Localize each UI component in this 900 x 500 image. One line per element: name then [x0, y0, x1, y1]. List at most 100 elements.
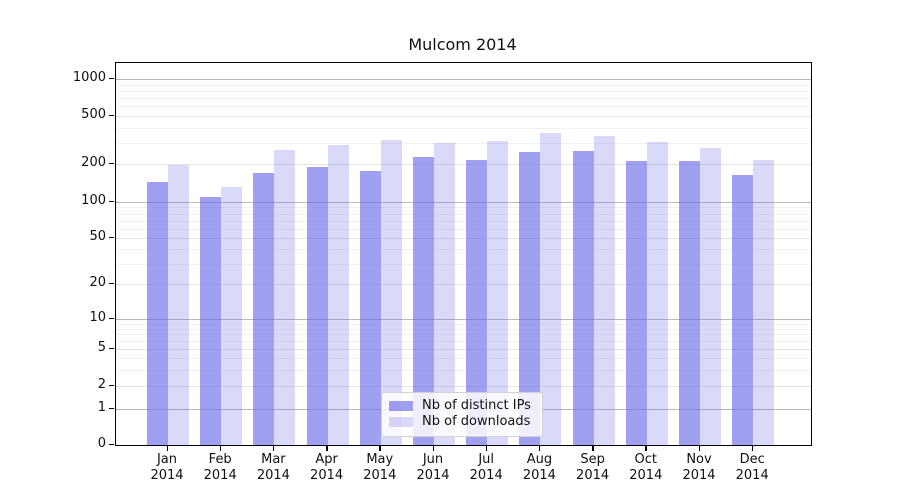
y-axis-tick [109, 114, 114, 116]
y-tick-label: 100 [81, 193, 106, 208]
grid-line-minor [116, 90, 811, 92]
grid-line [116, 116, 811, 117]
bar-distinct-ips [732, 174, 754, 445]
bar-distinct-ips [253, 172, 275, 445]
legend-swatch-distinct-ips [389, 401, 413, 411]
grid-line-minor [116, 207, 811, 209]
grid-line [116, 202, 811, 203]
x-tick-label: Jun 2014 [416, 452, 450, 483]
grid-line [116, 319, 811, 320]
grid-line-minor [116, 334, 811, 336]
grid-line [116, 164, 811, 165]
grid-line-minor [116, 341, 811, 343]
bar-distinct-ips [306, 166, 328, 445]
x-tick-label: Nov 2014 [682, 452, 716, 483]
x-axis-tick [166, 445, 168, 451]
bar-downloads [540, 132, 562, 445]
plot-area [115, 62, 812, 446]
legend-swatch-downloads [389, 417, 413, 427]
x-axis-tick [379, 445, 381, 451]
bar-distinct-ips [147, 181, 168, 445]
grid-line-minor [116, 369, 811, 371]
bar-downloads [327, 144, 349, 445]
y-axis-tick [109, 407, 114, 409]
y-tick-label: 1 [97, 400, 106, 415]
y-tick-label: 200 [81, 155, 106, 170]
x-tick-label: Apr 2014 [310, 452, 344, 483]
y-axis-tick [109, 282, 114, 284]
bar-downloads [274, 150, 296, 445]
x-axis-tick [645, 445, 647, 451]
y-axis-tick [109, 162, 114, 164]
bar-downloads [646, 141, 668, 445]
y-axis-tick [109, 384, 114, 386]
bar-distinct-ips [200, 196, 222, 445]
y-axis-tick [109, 77, 114, 79]
bar-downloads [168, 165, 189, 445]
grid-line-minor [116, 328, 811, 330]
y-axis-tick [109, 347, 114, 349]
x-tick-label: Jan 2014 [150, 452, 184, 483]
grid-line-minor [116, 98, 811, 100]
y-tick-label: 20 [89, 275, 106, 290]
x-tick-label: Dec 2014 [735, 452, 769, 483]
bar-distinct-ips [466, 160, 488, 445]
y-tick-label: 10 [89, 310, 106, 325]
grid-line-minor [116, 249, 811, 251]
y-axis-tick [109, 236, 114, 238]
x-axis-tick [592, 445, 594, 451]
x-axis-tick [698, 445, 700, 451]
bar-downloads [434, 143, 455, 445]
grid-line-minor [116, 142, 811, 144]
x-axis-tick [272, 445, 275, 451]
y-tick-label: 0 [97, 436, 106, 451]
legend-label-downloads: Nb of downloads [422, 414, 531, 429]
grid-line-minor [116, 220, 811, 222]
bar-downloads [380, 140, 402, 445]
grid-line [116, 79, 811, 80]
x-tick-label: Mar 2014 [256, 452, 290, 483]
grid-line [116, 238, 811, 239]
bar-downloads [487, 141, 509, 445]
y-tick-label: 2 [97, 377, 106, 392]
grid-line-minor [116, 323, 811, 325]
x-tick-label: Aug 2014 [522, 452, 556, 483]
bar-distinct-ips [413, 156, 434, 445]
grid-line-minor [116, 213, 811, 215]
bar-distinct-ips [519, 152, 541, 445]
x-tick-label: Feb 2014 [203, 452, 237, 483]
bar-distinct-ips [359, 171, 381, 445]
grid-line-minor [116, 84, 811, 86]
y-axis-tick [109, 443, 114, 445]
y-tick-label: 50 [89, 229, 106, 244]
x-axis-tick [432, 445, 434, 451]
grid-line-minor [116, 106, 811, 108]
chart-title: Mulcom 2014 [408, 35, 517, 54]
grid-line [116, 386, 811, 387]
x-axis-tick [538, 445, 541, 451]
legend-item-downloads: Nb of downloads [389, 414, 535, 430]
x-axis-tick [326, 445, 328, 451]
grid-line-minor [116, 263, 811, 265]
y-tick-label: 1000 [72, 70, 106, 85]
y-tick-label: 5 [97, 340, 106, 355]
x-axis-tick [219, 445, 222, 451]
y-axis-tick [109, 200, 114, 202]
bar-downloads [753, 160, 775, 445]
y-axis-tick [109, 317, 114, 319]
bar-downloads [593, 136, 615, 445]
bar-distinct-ips [625, 161, 647, 445]
legend-label-distinct-ips: Nb of distinct IPs [422, 398, 531, 413]
x-tick-label: May 2014 [363, 452, 397, 483]
bar-downloads [700, 148, 721, 445]
grid-line-minor [116, 228, 811, 230]
legend-item-distinct-ips: Nb of distinct IPs [389, 398, 535, 414]
legend: Nb of distinct IPs Nb of downloads [381, 392, 543, 437]
grid-line [116, 349, 811, 350]
grid-line-minor [116, 358, 811, 359]
bar-downloads [221, 186, 243, 445]
bar-distinct-ips [679, 160, 700, 445]
grid-line-minor [116, 127, 811, 129]
grid-line [116, 284, 811, 285]
